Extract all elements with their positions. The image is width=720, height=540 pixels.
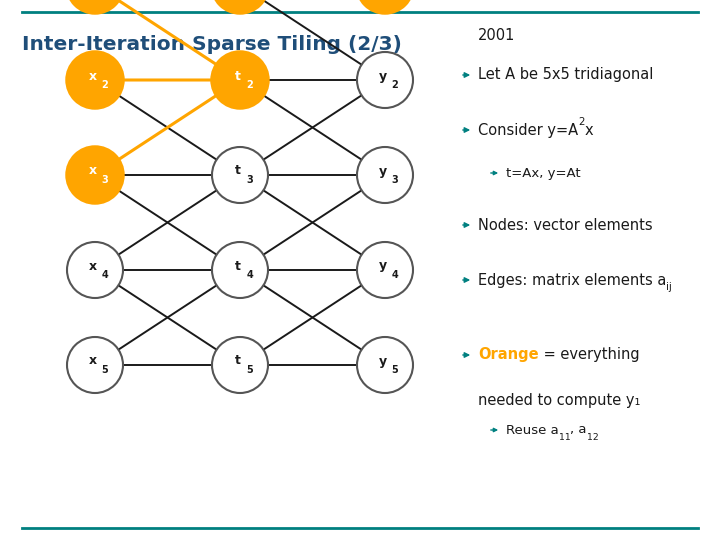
Circle shape bbox=[67, 242, 123, 298]
Text: x: x bbox=[89, 354, 97, 368]
Text: t=Ax, y=At: t=Ax, y=At bbox=[506, 166, 580, 179]
Circle shape bbox=[357, 52, 413, 108]
Text: Nodes: vector elements: Nodes: vector elements bbox=[478, 218, 652, 233]
Circle shape bbox=[67, 147, 123, 203]
Text: Orange: Orange bbox=[478, 348, 539, 362]
Text: 4: 4 bbox=[102, 270, 109, 280]
Text: needed to compute y₁: needed to compute y₁ bbox=[478, 393, 640, 408]
Circle shape bbox=[67, 337, 123, 393]
Text: x: x bbox=[89, 70, 97, 83]
Circle shape bbox=[357, 0, 413, 13]
Text: y: y bbox=[379, 70, 387, 83]
Text: 11: 11 bbox=[559, 433, 570, 442]
Text: 2: 2 bbox=[578, 117, 585, 127]
Text: 2: 2 bbox=[247, 80, 253, 90]
Text: 12: 12 bbox=[587, 433, 599, 442]
Text: Edges: matrix elements a: Edges: matrix elements a bbox=[478, 273, 667, 287]
Text: y: y bbox=[379, 354, 387, 368]
Text: t: t bbox=[235, 70, 241, 83]
Text: Inter-Iteration Sparse Tiling (2/3): Inter-Iteration Sparse Tiling (2/3) bbox=[22, 35, 402, 54]
Circle shape bbox=[67, 52, 123, 108]
Text: x: x bbox=[89, 165, 97, 178]
Text: ij: ij bbox=[667, 282, 672, 292]
Text: 3: 3 bbox=[392, 175, 398, 185]
Circle shape bbox=[212, 147, 268, 203]
Text: t: t bbox=[235, 165, 241, 178]
Text: 2001: 2001 bbox=[478, 28, 516, 43]
Text: 4: 4 bbox=[392, 270, 398, 280]
Text: x: x bbox=[89, 260, 97, 273]
Text: 3: 3 bbox=[247, 175, 253, 185]
Text: Reuse a: Reuse a bbox=[506, 423, 559, 436]
Text: 2: 2 bbox=[392, 80, 398, 90]
Text: x: x bbox=[585, 123, 593, 138]
Circle shape bbox=[357, 242, 413, 298]
Text: 5: 5 bbox=[102, 365, 109, 375]
Text: Let A be 5x5 tridiagonal: Let A be 5x5 tridiagonal bbox=[478, 68, 653, 83]
Text: 4: 4 bbox=[247, 270, 253, 280]
Text: 5: 5 bbox=[247, 365, 253, 375]
Circle shape bbox=[357, 147, 413, 203]
Text: 3: 3 bbox=[102, 175, 109, 185]
Text: 2: 2 bbox=[102, 80, 109, 90]
Text: Consider y=A: Consider y=A bbox=[478, 123, 578, 138]
Text: = everything: = everything bbox=[539, 348, 639, 362]
Text: t: t bbox=[235, 354, 241, 368]
Circle shape bbox=[67, 0, 123, 13]
Text: y: y bbox=[379, 260, 387, 273]
Circle shape bbox=[212, 337, 268, 393]
Circle shape bbox=[212, 52, 268, 108]
Text: 5: 5 bbox=[392, 365, 398, 375]
Circle shape bbox=[357, 337, 413, 393]
Text: y: y bbox=[379, 165, 387, 178]
Text: , a: , a bbox=[570, 423, 587, 436]
Circle shape bbox=[212, 242, 268, 298]
Text: t: t bbox=[235, 260, 241, 273]
Circle shape bbox=[212, 0, 268, 13]
